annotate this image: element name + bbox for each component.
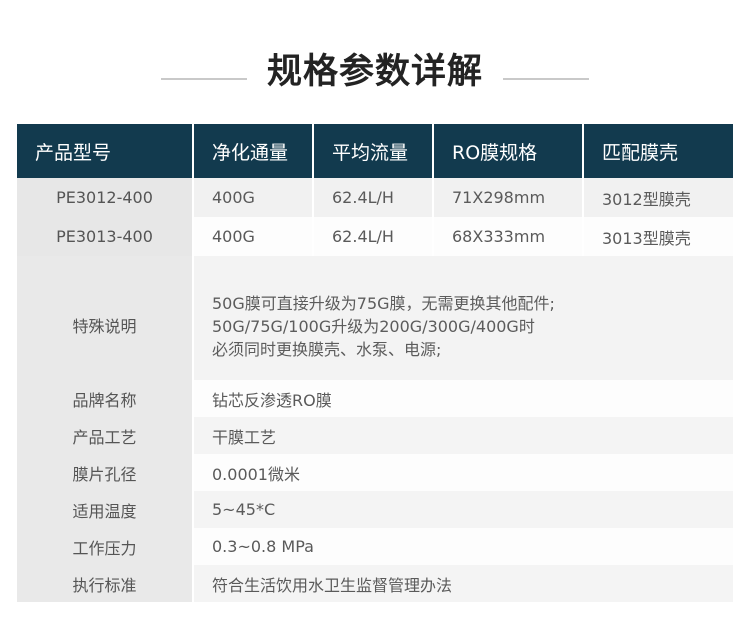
spacer-value-cell: [193, 256, 733, 270]
page-title-block: 规格参数详解: [0, 44, 750, 100]
cell-pressure: 0.3~0.8 MPa: [193, 528, 733, 565]
cell-membrane-spec: 68X333mm: [433, 217, 584, 256]
column-header-model: 产品型号: [17, 124, 194, 178]
table-row: 执行标准 符合生活饮用水卫生监督管理办法: [17, 565, 733, 602]
cell-special-notes: 50G膜可直接升级为75G膜，无需更换其他配件; 50G/75G/100G升级为…: [193, 270, 733, 380]
table-row: 适用温度 5~45*C: [17, 491, 733, 528]
table-row: PE3012-400 400G 62.4L/H 71X298mm 3012型膜壳: [17, 178, 733, 217]
spacer-label-cell: [17, 256, 194, 270]
table-header-row: 产品型号 净化通量 平均流量 RO膜规格 匹配膜壳: [17, 124, 733, 178]
row-label-temperature: 适用温度: [17, 491, 194, 528]
cell-flow: 62.4L/H: [313, 217, 434, 256]
title-rule-left-decoration: [160, 78, 247, 80]
table-row-special-notes: 特殊说明 50G膜可直接升级为75G膜，无需更换其他配件; 50G/75G/10…: [17, 270, 733, 380]
title-rule-right-decoration: [503, 78, 589, 80]
cell-flux: 400G: [193, 217, 314, 256]
column-header-membrane-spec: RO膜规格: [433, 124, 584, 178]
row-label-brand-name: 品牌名称: [17, 380, 194, 417]
row-label-special-notes: 特殊说明: [17, 270, 194, 380]
table-row: 品牌名称 钻芯反渗透RO膜: [17, 380, 733, 417]
table-spacer-row: [17, 256, 733, 270]
cell-housing: 3012型膜壳: [583, 178, 733, 217]
table-row: 产品工艺 干膜工艺: [17, 417, 733, 454]
note-line: 50G/75G/100G升级为200G/300G/400G时: [212, 316, 535, 336]
row-label-process: 产品工艺: [17, 417, 194, 454]
note-line: 50G膜可直接升级为75G膜，无需更换其他配件;: [212, 293, 555, 313]
cell-flux: 400G: [193, 178, 314, 217]
cell-process: 干膜工艺: [193, 417, 733, 454]
table-row: 工作压力 0.3~0.8 MPa: [17, 528, 733, 565]
row-label-pressure: 工作压力: [17, 528, 194, 565]
column-header-flow: 平均流量: [313, 124, 434, 178]
row-label-pore-size: 膜片孔径: [17, 454, 194, 491]
page-title: 规格参数详解: [266, 51, 483, 92]
table-row: 膜片孔径 0.0001微米: [17, 454, 733, 491]
cell-brand-name: 钻芯反渗透RO膜: [193, 380, 733, 417]
cell-pore-size: 0.0001微米: [193, 454, 733, 491]
cell-flow: 62.4L/H: [313, 178, 434, 217]
cell-standard: 符合生活饮用水卫生监督管理办法: [193, 565, 733, 602]
column-header-flux: 净化通量: [193, 124, 314, 178]
cell-model: PE3012-400: [17, 178, 194, 217]
row-label-standard: 执行标准: [17, 565, 194, 602]
cell-membrane-spec: 71X298mm: [433, 178, 584, 217]
cell-temperature: 5~45*C: [193, 491, 733, 528]
specification-table: 产品型号 净化通量 平均流量 RO膜规格 匹配膜壳 PE3012-400 400…: [17, 124, 733, 602]
cell-housing: 3013型膜壳: [583, 217, 733, 256]
note-line: 必须同时更换膜壳、水泵、电源;: [212, 339, 442, 359]
column-header-housing: 匹配膜壳: [583, 124, 733, 178]
cell-model: PE3013-400: [17, 217, 194, 256]
table-row: PE3013-400 400G 62.4L/H 68X333mm 3013型膜壳: [17, 217, 733, 256]
